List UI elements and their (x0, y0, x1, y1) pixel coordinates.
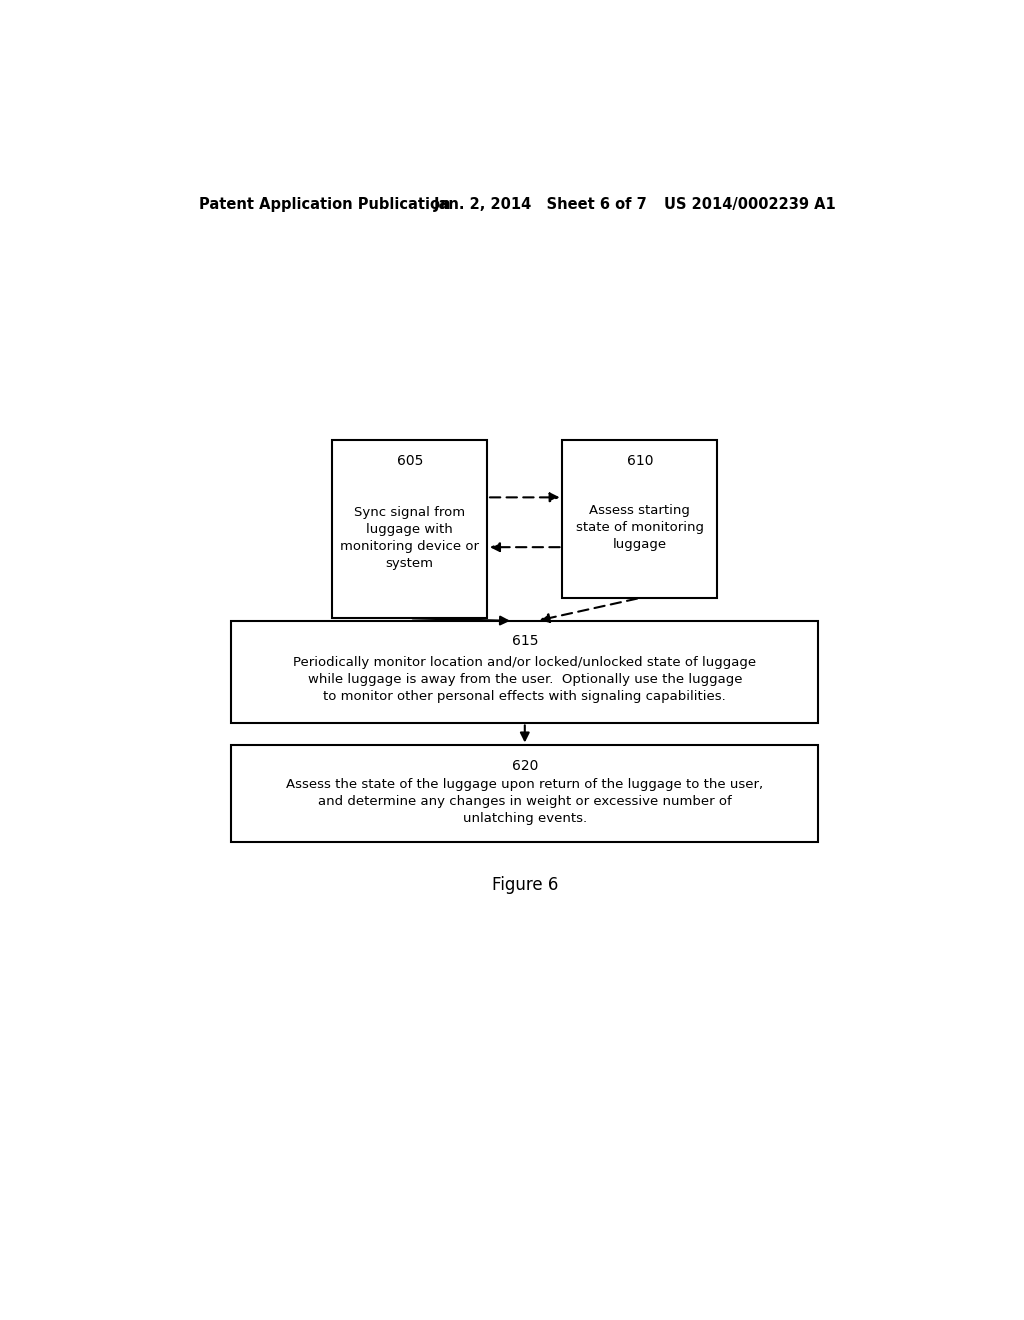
Text: Figure 6: Figure 6 (492, 876, 558, 894)
Text: Periodically monitor location and/or locked/unlocked state of luggage
while lugg: Periodically monitor location and/or loc… (293, 656, 757, 704)
Text: 610: 610 (627, 454, 653, 467)
Text: Assess starting
state of monitoring
luggage: Assess starting state of monitoring lugg… (575, 504, 703, 550)
Text: Sync signal from
luggage with
monitoring device or
system: Sync signal from luggage with monitoring… (340, 506, 479, 569)
Bar (231, 620, 818, 722)
Text: 605: 605 (396, 454, 423, 467)
Text: Jan. 2, 2014   Sheet 6 of 7: Jan. 2, 2014 Sheet 6 of 7 (433, 197, 647, 211)
Bar (333, 441, 487, 618)
Bar (562, 441, 717, 598)
Text: 620: 620 (512, 759, 538, 772)
Text: Assess the state of the luggage upon return of the luggage to the user,
and dete: Assess the state of the luggage upon ret… (287, 779, 763, 825)
Bar (231, 746, 818, 842)
Text: US 2014/0002239 A1: US 2014/0002239 A1 (664, 197, 836, 211)
Text: Patent Application Publication: Patent Application Publication (200, 197, 451, 211)
Text: 615: 615 (512, 634, 538, 648)
